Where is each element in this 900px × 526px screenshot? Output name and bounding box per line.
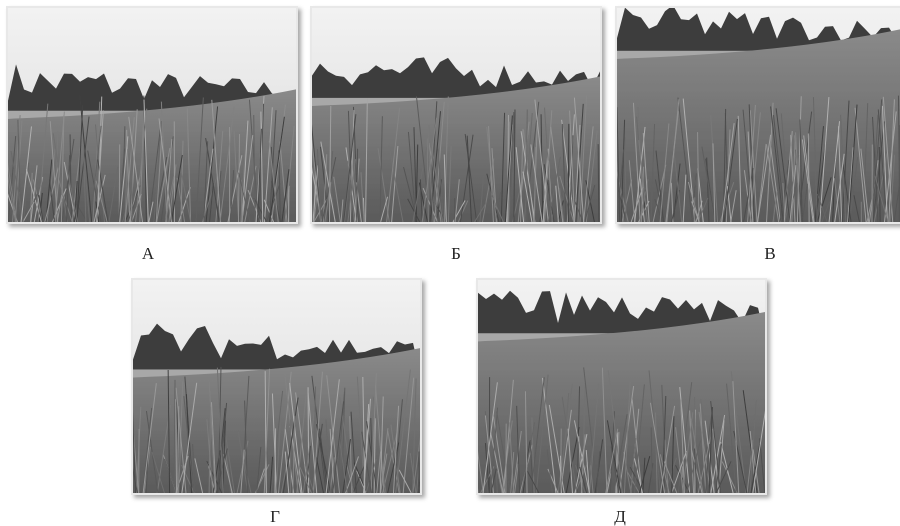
- photo: [307, 6, 602, 224]
- photo-content: [6, 8, 296, 222]
- photo-content: [468, 280, 767, 493]
- figure: А Б В Г Д: [0, 0, 900, 526]
- grass-blade: [275, 428, 276, 493]
- photo-content: [611, 5, 900, 222]
- panel-label: А: [142, 244, 155, 263]
- photo: [127, 278, 427, 495]
- photo-content: [307, 8, 600, 222]
- photo: [611, 5, 900, 224]
- photo-content: [127, 280, 427, 493]
- photo: [6, 6, 298, 224]
- panel-label: Б: [451, 244, 461, 263]
- grass-blade: [568, 124, 569, 222]
- photo: [468, 278, 767, 495]
- panel-label: Д: [614, 507, 626, 526]
- panel-label: Г: [270, 507, 280, 526]
- grass-blade: [598, 144, 599, 222]
- panel-label: В: [764, 244, 775, 263]
